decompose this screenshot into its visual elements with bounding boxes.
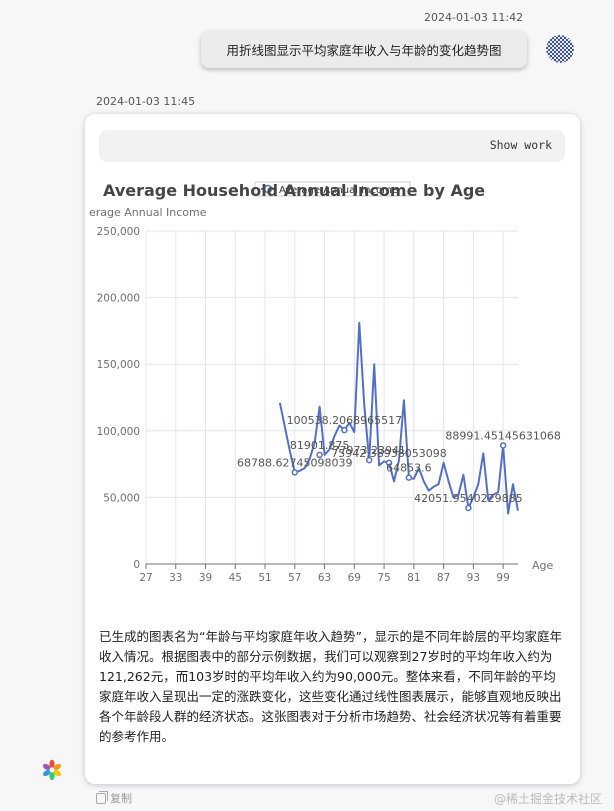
legend-box[interactable]: [254, 181, 411, 197]
data-point[interactable]: [316, 451, 323, 459]
x-tick-label: 63: [318, 572, 331, 584]
bot-avatar: [41, 759, 63, 781]
copy-icon: [96, 790, 108, 804]
user-avatar-icon: [546, 35, 574, 63]
series-line[interactable]: [278, 321, 519, 515]
x-tick-label: 99: [496, 572, 509, 584]
x-tick-label: 81: [407, 572, 420, 584]
data-point[interactable]: [405, 474, 413, 481]
line-chart: 0 50,000 100,000 150,000 200,000 250,000 27 33 3…: [89, 181, 561, 584]
show-work-toggle[interactable]: Show work: [99, 130, 565, 162]
data-label: 100538.2068965517: [287, 414, 402, 427]
x-tick-label: 69: [348, 572, 361, 584]
bot-message-card: Show work 0 50,000 100,000 150,000 200,000 25…: [85, 114, 580, 784]
copy-label: 复制: [110, 792, 132, 805]
data-point[interactable]: [465, 504, 472, 512]
user-message-bubble: 用折线图显示平均家庭年收入与年龄的变化趋势图: [201, 31, 527, 68]
data-point[interactable]: [385, 459, 393, 467]
x-axis-label: Age: [532, 559, 554, 572]
x-tick-label: 45: [229, 572, 242, 584]
data-label: 77973.23941: [332, 444, 405, 457]
data-label: 68788.62745098039: [237, 456, 352, 469]
y-tick-label: 200,000: [97, 293, 140, 305]
y-tick-label: 150,000: [97, 359, 140, 371]
x-tick-label: 93: [467, 572, 480, 584]
x-tick-label: 87: [437, 572, 450, 584]
data-point[interactable]: [499, 442, 507, 449]
data-label: 75942.38938053098: [331, 447, 446, 460]
y-axis-label: erage Annual Income: [89, 206, 207, 219]
legend-marker-icon: [263, 184, 273, 194]
user-avatar[interactable]: [546, 35, 574, 63]
data-label: 64853.6: [386, 462, 432, 475]
legend-label: Average Annual Income: [279, 185, 398, 196]
x-tick-label: 33: [169, 572, 182, 584]
bot-message-timestamp: 2024-01-03 11:45: [96, 95, 196, 108]
show-work-label: Show work: [489, 138, 552, 152]
data-label: 81901.875: [290, 439, 350, 452]
x-tick-label: 51: [258, 572, 271, 584]
y-tick-label: 250,000: [97, 226, 140, 238]
copy-button[interactable]: 复制: [96, 790, 132, 806]
bot-summary-text: 已生成的图表名为“年龄与平均家庭年收入趋势”，显示的是不同年龄层的平均家庭年收入…: [99, 629, 562, 744]
user-message-timestamp: 2024-01-03 11:42: [424, 11, 524, 24]
data-point[interactable]: [341, 426, 348, 434]
x-tick-label: 39: [199, 572, 212, 584]
data-point[interactable]: [365, 456, 373, 464]
user-message-text: 用折线图显示平均家庭年收入与年龄的变化趋势图: [226, 43, 502, 58]
chart-title: Average Household Annual Income by Age: [103, 181, 485, 200]
data-point[interactable]: [291, 469, 299, 476]
x-tick-label: 75: [377, 572, 390, 584]
bot-logo-icon: [42, 759, 62, 781]
x-tick-label: 27: [139, 572, 152, 584]
data-label: 88991.45145631068: [445, 429, 560, 442]
watermark: @稀土掘金技术社区: [494, 792, 603, 806]
y-tick-label: 100,000: [97, 426, 140, 438]
x-tick-label: 57: [288, 572, 301, 584]
y-tick-label: 50,000: [103, 492, 140, 504]
y-tick-label: 0: [133, 559, 140, 571]
data-label: 42051.9540229885: [414, 492, 522, 505]
